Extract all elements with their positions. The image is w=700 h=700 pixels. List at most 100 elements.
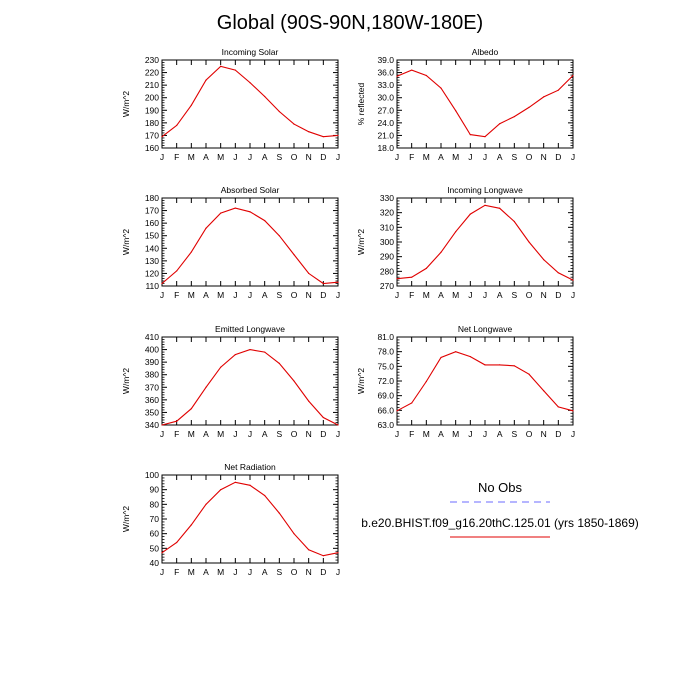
y-tick-label: 330: [380, 193, 394, 203]
y-tick-label: 18.0: [377, 143, 394, 153]
x-tick-label: D: [320, 290, 326, 300]
chart-title: Emitted Longwave: [215, 324, 285, 334]
x-tick-label: A: [497, 290, 503, 300]
plot-frame: [396, 197, 574, 287]
data-point: [293, 380, 295, 382]
plot-frame: [396, 336, 574, 426]
data-point: [249, 82, 251, 84]
x-tick-label: J: [571, 429, 575, 439]
data-point: [396, 410, 398, 412]
x-tick-label: O: [291, 152, 298, 162]
y-tick-label: 170: [145, 206, 159, 216]
data-point: [484, 204, 486, 206]
y-tick-label: 220: [145, 68, 159, 78]
data-point: [557, 89, 559, 91]
data-point: [176, 270, 178, 272]
y-tick-label: 410: [145, 332, 159, 342]
data-point: [220, 65, 222, 67]
data-point: [234, 69, 236, 71]
data-point: [176, 541, 178, 544]
y-tick-label: 310: [380, 222, 394, 232]
data-point: [543, 259, 545, 261]
y-tick-label: 90: [150, 485, 160, 495]
data-point: [557, 406, 559, 408]
data-point: [308, 272, 310, 275]
y-tick-label: 120: [145, 268, 159, 278]
data-point: [264, 494, 266, 497]
x-tick-label: A: [438, 290, 444, 300]
data-point: [425, 74, 427, 77]
data-point: [572, 279, 574, 281]
x-tick-label: J: [248, 152, 252, 162]
data-point: [220, 212, 222, 214]
x-tick-label: A: [497, 152, 503, 162]
y-tick-label: 36.0: [377, 68, 394, 78]
x-tick-label: F: [174, 429, 179, 439]
plot-frame: [161, 197, 339, 287]
data-point: [411, 69, 413, 71]
x-tick-label: J: [571, 290, 575, 300]
y-tick-label: 170: [145, 130, 159, 140]
x-tick-label: O: [526, 152, 533, 162]
x-tick-label: J: [468, 429, 472, 439]
y-axis-label: W/m^2: [121, 506, 131, 532]
x-tick-label: M: [217, 152, 224, 162]
data-point: [337, 281, 339, 283]
x-tick-label: S: [511, 152, 517, 162]
x-tick-label: M: [188, 152, 195, 162]
data-point: [278, 235, 280, 237]
x-tick-label: S: [511, 290, 517, 300]
x-tick-label: S: [276, 567, 282, 577]
data-point: [293, 123, 295, 125]
data-point: [543, 390, 545, 392]
x-tick-label: J: [248, 567, 252, 577]
x-tick-label: J: [468, 290, 472, 300]
y-tick-label: 63.0: [377, 420, 394, 430]
x-tick-label: D: [320, 152, 326, 162]
chart-panel-1: Incoming Solar W/m^2 160 170 180 190 200 210 220…: [121, 47, 340, 162]
x-tick-label: J: [160, 152, 164, 162]
data-point: [264, 95, 266, 98]
x-tick-label: N: [541, 429, 547, 439]
y-tick-label: 400: [145, 345, 159, 355]
data-point: [337, 424, 339, 426]
data-point: [190, 251, 192, 253]
x-tick-label: J: [468, 152, 472, 162]
x-tick-label: O: [291, 290, 298, 300]
chart-panel-5: Emitted Longwave W/m^2 340 350 360 370 380 390 4…: [121, 324, 340, 439]
x-tick-label: O: [291, 567, 298, 577]
data-point: [528, 241, 530, 243]
chart-panel-6: Net Longwave W/m^2 63.0 66.0 69.0 72.0 75.0 78.…: [356, 324, 575, 439]
data-point: [205, 227, 207, 229]
data-point: [499, 364, 501, 366]
data-point: [572, 74, 574, 77]
x-tick-label: A: [203, 152, 209, 162]
data-point: [161, 282, 163, 285]
x-tick-label: N: [541, 290, 547, 300]
y-tick-label: 75.0: [377, 361, 394, 371]
data-point: [425, 267, 427, 269]
y-tick-label: 60: [150, 529, 160, 539]
data-point: [337, 552, 339, 554]
x-tick-label: A: [262, 290, 268, 300]
legend-no-obs-label: No Obs: [477, 480, 523, 495]
y-tick-label: 24.0: [377, 118, 394, 128]
x-tick-label: M: [217, 290, 224, 300]
x-tick-label: A: [262, 429, 268, 439]
x-tick-label: J: [160, 429, 164, 439]
y-tick-label: 30.0: [377, 93, 394, 103]
chart-panel-4: Incoming Longwave W/m^2 270 280 290 300 310 320…: [356, 185, 575, 300]
data-point: [411, 402, 413, 404]
data-point: [264, 220, 266, 222]
legend-run-label: b.e20.BHIST.f09_g16.20thC.125.01 (yrs 18…: [361, 516, 639, 530]
data-point: [176, 124, 178, 126]
legend-model-line: [450, 536, 550, 538]
x-tick-label: J: [395, 290, 399, 300]
series-line: [161, 65, 339, 138]
x-tick-label: A: [262, 152, 268, 162]
page-title: Global (90S-90N,180W-180E): [216, 12, 484, 34]
y-tick-label: 360: [145, 395, 159, 405]
y-tick-label: 69.0: [377, 391, 394, 401]
data-point: [440, 87, 442, 89]
